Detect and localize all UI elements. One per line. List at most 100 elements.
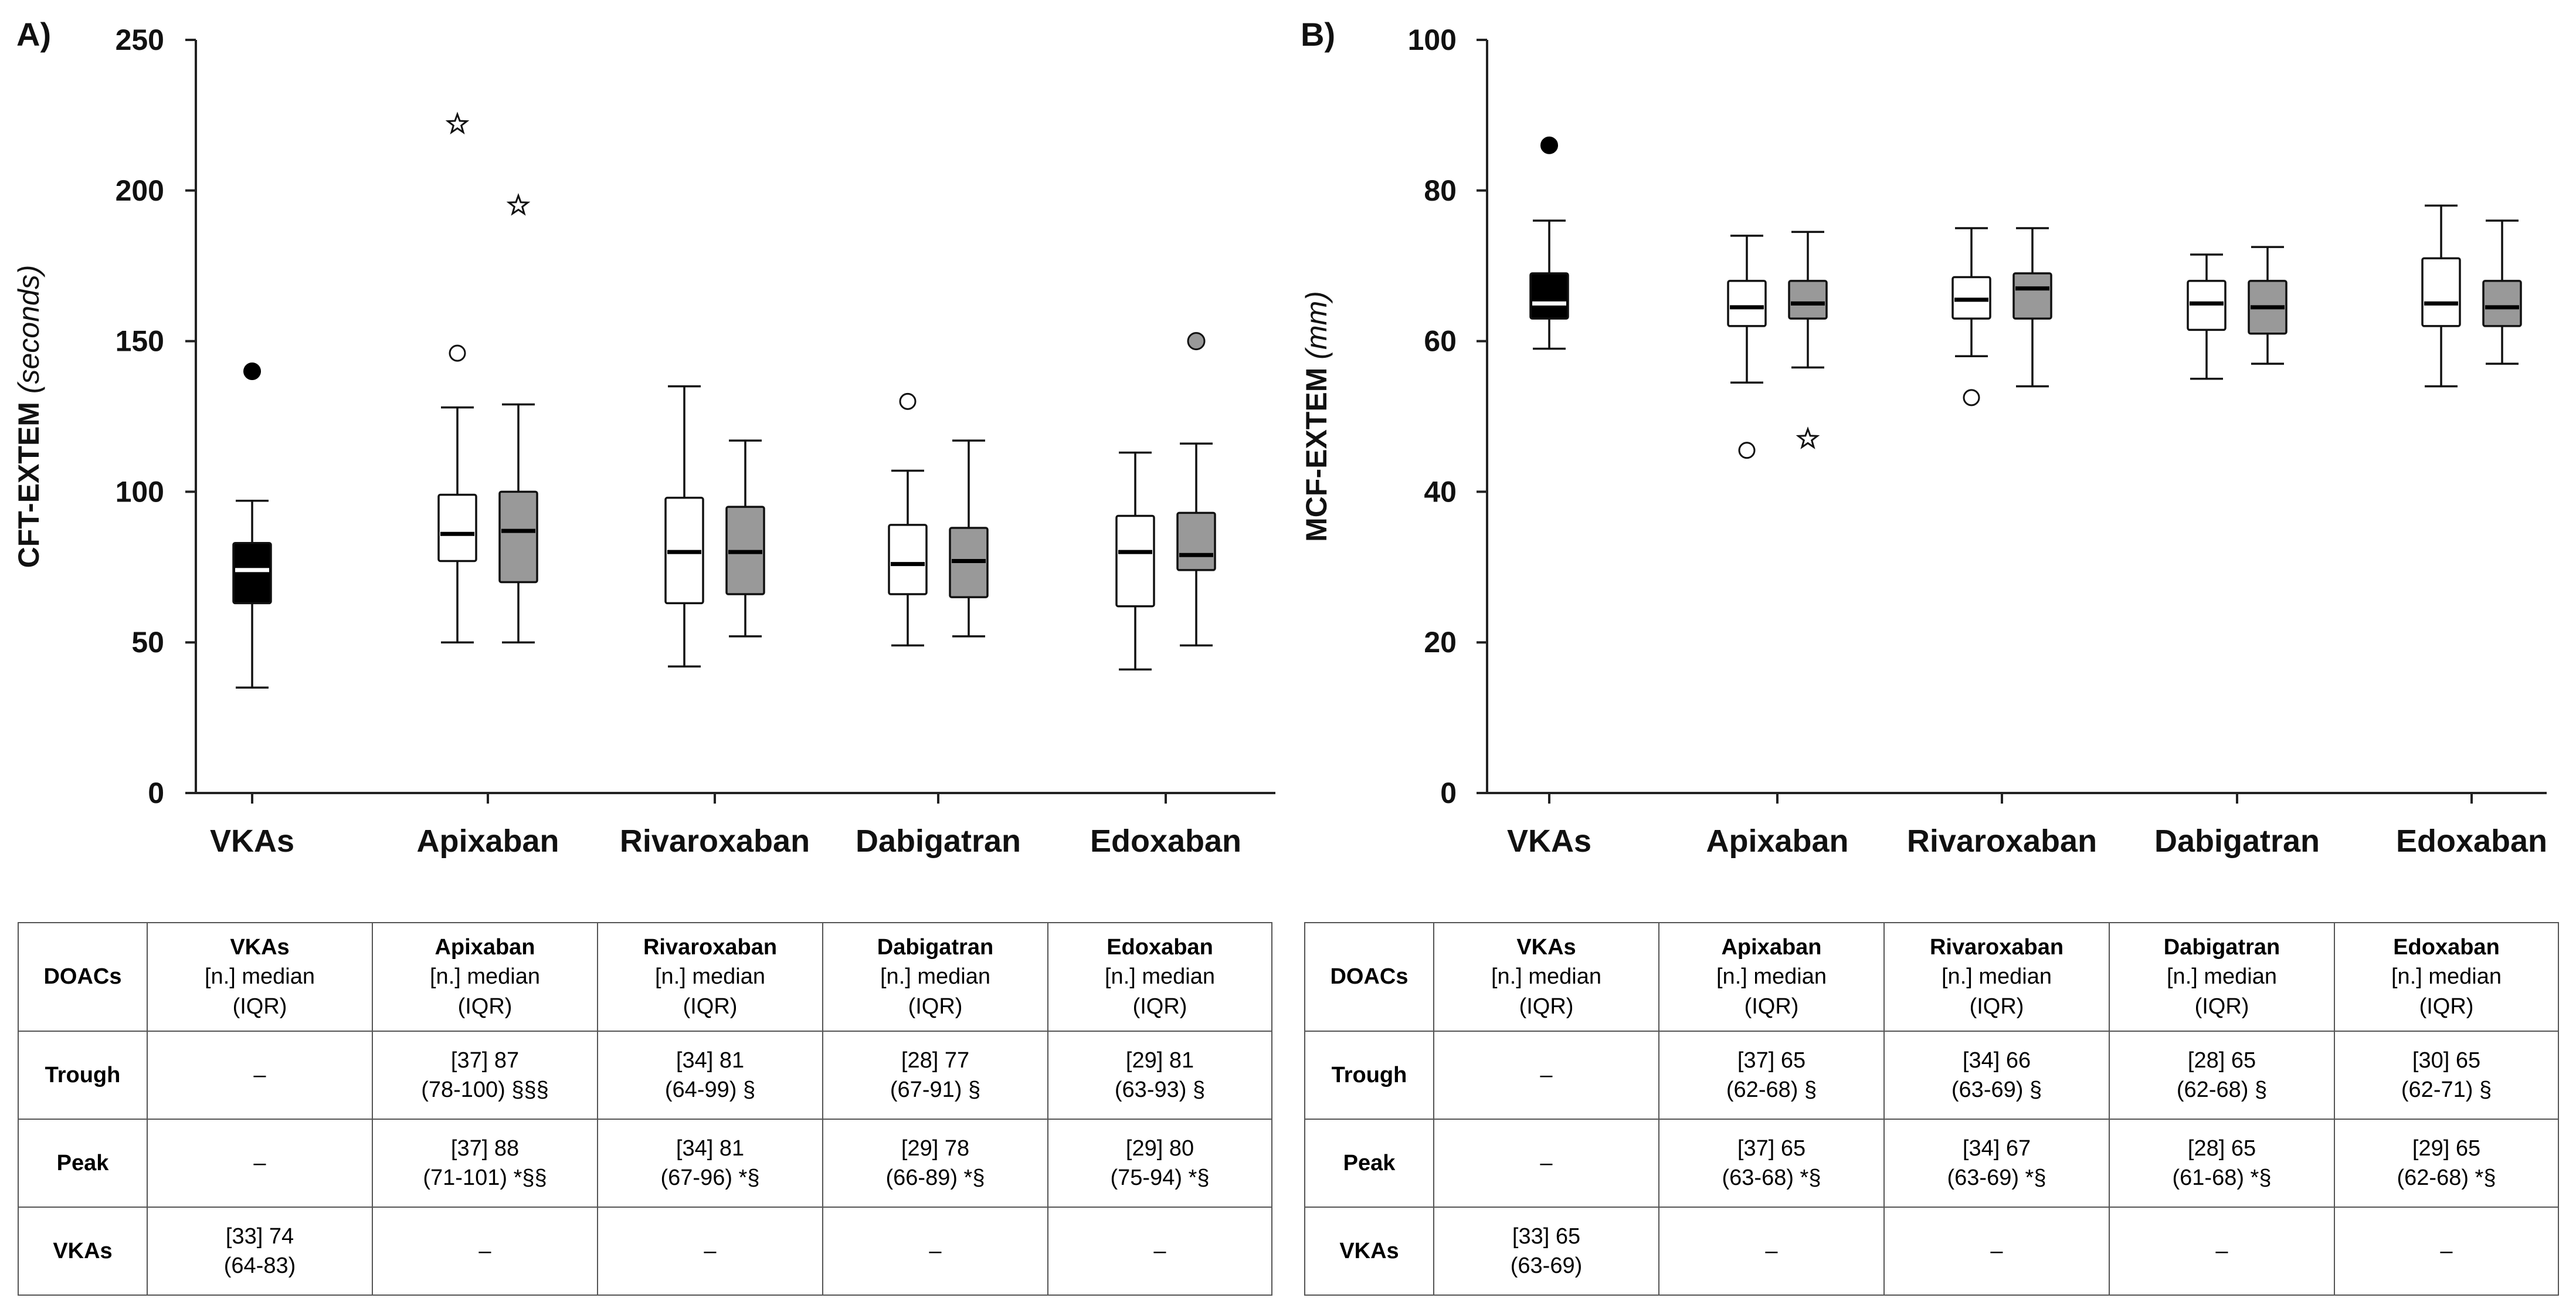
y-tick-label: 50 bbox=[131, 626, 164, 659]
header-sub2: (IQR) bbox=[1519, 994, 1574, 1019]
table-cell: [30] 65 (62-71) § bbox=[2334, 1031, 2559, 1120]
panel-label: A) bbox=[16, 16, 51, 53]
cell-line-1: [28] 65 bbox=[2187, 1136, 2256, 1161]
table-cell: [29] 65 (62-68) *§ bbox=[2334, 1119, 2559, 1208]
box-dabigatran-trough bbox=[888, 392, 928, 647]
table-cell: [37] 88 (71-101) *§§ bbox=[372, 1119, 598, 1208]
y-tick-label: 100 bbox=[116, 475, 164, 508]
circle-icon bbox=[1738, 442, 1756, 459]
cell-line-1: [37] 88 bbox=[450, 1136, 520, 1161]
stats-table-mcf: DOACs VKAs [n.] median (IQR) Apixaban [n.] me… bbox=[1304, 922, 2559, 1296]
table-cell: [37] 65 (62-68) § bbox=[1658, 1031, 1885, 1120]
x-tick-label-rivaroxaban: Rivaroxaban bbox=[1907, 824, 2097, 859]
iqr-box bbox=[1727, 280, 1767, 327]
table-cell: [33] 74 (64-83) bbox=[147, 1207, 373, 1296]
table-header-cell: DOACs bbox=[18, 922, 148, 1032]
table-row: Trough – [37] 65 (62-68) § [34] 66 (63-69) §[… bbox=[1304, 1031, 2559, 1120]
y-tick-label: 150 bbox=[116, 325, 164, 358]
header-name: Apixaban bbox=[1721, 935, 1822, 960]
header-sub: [n.] median bbox=[655, 964, 765, 990]
table-header-cell: DOACs bbox=[1304, 922, 1434, 1032]
cell-line-1: [37] 87 bbox=[450, 1048, 520, 1073]
table-cell: [28] 65 (62-68) § bbox=[2109, 1031, 2335, 1120]
iqr-box bbox=[437, 493, 477, 562]
x-tick-label-rivaroxaban: Rivaroxaban bbox=[620, 824, 810, 859]
cell-line-1: – bbox=[2215, 1238, 2228, 1263]
cell-line-1: [28] 77 bbox=[901, 1048, 970, 1073]
cell-line-1: [30] 65 bbox=[2412, 1048, 2481, 1073]
cell-line-2: (61-68) *§ bbox=[2172, 1165, 2272, 1190]
cell-line-2: (64-83) bbox=[223, 1253, 296, 1278]
x-tick-label-dabigatran: Dabigatran bbox=[2154, 824, 2320, 859]
table-row: Peak – [37] 65 (63-68) *§ [34] 67 (63-69) *§[… bbox=[1304, 1119, 2559, 1208]
table-cell: – bbox=[1658, 1207, 1885, 1296]
y-tick-label: 60 bbox=[1424, 325, 1457, 358]
box-edoxaban-trough bbox=[2421, 204, 2461, 388]
chart-panel-b: B) MCF-EXTEM (mm) 0 20 40 60 80 100 VKAs Apixaban… bbox=[1300, 16, 2547, 859]
table-cell: – bbox=[147, 1119, 373, 1208]
table-header-cell: Edoxaban [n.] median (IQR) bbox=[1047, 922, 1272, 1032]
cell-line-1: – bbox=[253, 1150, 266, 1175]
cell-line-2: (63-93) § bbox=[1114, 1077, 1206, 1102]
row-label: Peak bbox=[18, 1119, 148, 1208]
cell-line-2: (75-94) *§ bbox=[1110, 1165, 1210, 1190]
header-sub2: (IQR) bbox=[2419, 994, 2474, 1019]
header-sub: [n.] median bbox=[1716, 964, 1827, 990]
y-tick-label: 250 bbox=[116, 23, 164, 56]
header-sub: [n.] median bbox=[2167, 964, 2277, 990]
box-apixaban-peak bbox=[498, 193, 538, 643]
iqr-box bbox=[2482, 280, 2522, 327]
cell-line-1: [34] 66 bbox=[1962, 1048, 2031, 1073]
cell-line-1: – bbox=[704, 1238, 717, 1263]
box-rivaroxaban-trough bbox=[1951, 227, 1991, 406]
dot-icon bbox=[243, 362, 261, 380]
cell-line-1: – bbox=[2440, 1238, 2453, 1263]
x-tick-label-edoxaban: Edoxaban bbox=[2396, 824, 2547, 859]
cell-line-1: – bbox=[253, 1062, 266, 1087]
star-icon bbox=[445, 111, 470, 135]
table-cell: [37] 87 (78-100) §§§ bbox=[372, 1031, 598, 1120]
star-icon bbox=[1796, 426, 1820, 449]
header-sub: [n.] median bbox=[1942, 964, 2052, 990]
cell-line-1: – bbox=[1765, 1238, 1778, 1263]
cell-line-2: (71-101) *§§ bbox=[423, 1165, 547, 1190]
table-header-cell: Apixaban [n.] median (IQR) bbox=[1658, 922, 1885, 1032]
cell-line-2: (78-100) §§§ bbox=[421, 1077, 549, 1102]
table-cell: [34] 66 (63-69) § bbox=[1883, 1031, 2110, 1120]
row-label: Peak bbox=[1304, 1119, 1434, 1208]
box-dabigatran-peak bbox=[2248, 246, 2287, 365]
box-rivaroxaban-peak bbox=[2012, 227, 2052, 388]
cell-line-2: (67-91) § bbox=[890, 1077, 981, 1102]
cell-line-1: – bbox=[1153, 1238, 1166, 1263]
row-label: VKAs bbox=[1304, 1207, 1434, 1296]
box-apixaban-trough bbox=[437, 111, 477, 643]
header-sub: [n.] median bbox=[430, 964, 540, 990]
header-name: Edoxaban bbox=[1107, 935, 1213, 960]
cell-line-1: [34] 81 bbox=[676, 1136, 745, 1161]
iqr-box bbox=[1176, 511, 1216, 571]
header-name: VKAs bbox=[230, 935, 290, 960]
header-sub2: (IQR) bbox=[1132, 994, 1187, 1019]
circle-icon bbox=[899, 392, 917, 410]
iqr-box bbox=[498, 490, 538, 584]
stats-table-cft: DOACs VKAs [n.] median (IQR) Apixaban [n.] me… bbox=[18, 922, 1272, 1296]
header-sub2: (IQR) bbox=[2194, 994, 2249, 1019]
box-edoxaban-peak bbox=[1176, 332, 1216, 647]
header-sub2: (IQR) bbox=[457, 994, 513, 1019]
y-axis-label-main: CFT-EXTEM bbox=[12, 394, 45, 568]
table-cell: [34] 67 (63-69) *§ bbox=[1883, 1119, 2110, 1208]
header-sub2: (IQR) bbox=[1969, 994, 2024, 1019]
cell-line-2: (62-71) § bbox=[2401, 1077, 2492, 1102]
cell-line-2: (63-69) bbox=[1510, 1253, 1583, 1278]
x-tick-label-dabigatran: Dabigatran bbox=[856, 824, 1021, 859]
cell-line-2: (66-89) *§ bbox=[885, 1165, 985, 1190]
header-sub2: (IQR) bbox=[683, 994, 738, 1019]
table-header-cell: VKAs [n.] median (IQR) bbox=[1433, 922, 1659, 1032]
cell-line-2: (62-68) § bbox=[1726, 1077, 1817, 1102]
table-cell: [28] 77 (67-91) § bbox=[822, 1031, 1048, 1120]
table-cell: – bbox=[597, 1207, 823, 1296]
table-cell: – bbox=[372, 1207, 598, 1296]
row-label: Trough bbox=[1304, 1031, 1434, 1120]
table-header-row: DOACs VKAs [n.] median (IQR) Apixaban [n.] me… bbox=[1304, 922, 2559, 1032]
cell-line-1: [29] 81 bbox=[1125, 1048, 1194, 1073]
